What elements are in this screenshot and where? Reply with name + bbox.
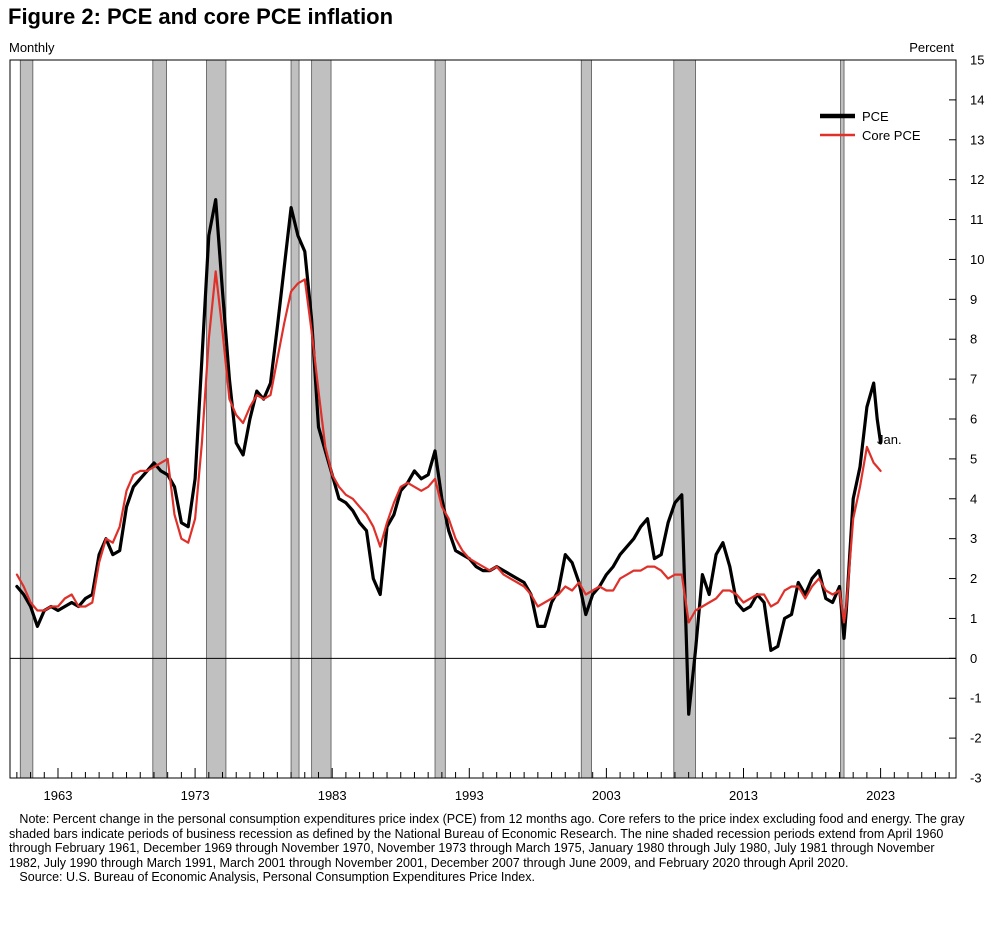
annotations: Jan. [877, 432, 902, 447]
y-tick-label: 8 [970, 332, 977, 347]
y-tick-label: 13 [970, 132, 984, 147]
y-tick-label: -3 [970, 771, 982, 786]
x-tick-label: 1973 [181, 788, 210, 803]
series-lines [15, 198, 883, 716]
recession-band-2 [152, 59, 167, 779]
plot-frame [9, 59, 957, 779]
recession-band-1 [19, 59, 34, 779]
x-tick-label: 1963 [44, 788, 73, 803]
y-tick-label: -1 [970, 691, 982, 706]
core-pce-series-line [15, 270, 882, 624]
x-tick-label: 1983 [318, 788, 347, 803]
source-body: Source: U.S. Bureau of Economic Analysis… [19, 870, 535, 884]
unit-label: Percent [909, 40, 954, 55]
legend-core-pce-label: Core PCE [862, 128, 921, 143]
x-tick-label: 2023 [866, 788, 895, 803]
x-tick-label: 2003 [592, 788, 621, 803]
x-tick-label: 1993 [455, 788, 484, 803]
legend: PCE Core PCE [820, 109, 921, 143]
y-tick-label: 12 [970, 172, 984, 187]
recession-band-6 [434, 59, 446, 779]
recession-band-9 [840, 59, 845, 779]
y-tick-label: 5 [970, 451, 977, 466]
pce-series-line [15, 198, 883, 716]
y-tick-label: 2 [970, 571, 977, 586]
x-axis: 1963 1973 1983 1993 2003 2013 2023 [16, 768, 950, 803]
y-tick-label: 0 [970, 651, 977, 666]
y-tick-label: 1 [970, 611, 977, 626]
y-tick-label: 7 [970, 372, 977, 387]
y-tick-label: 6 [970, 412, 977, 427]
y-tick-label: -2 [970, 731, 982, 746]
chart-title: Figure 2: PCE and core PCE inflation [8, 4, 394, 29]
recession-bands [19, 59, 845, 779]
latest-month-annotation: Jan. [877, 432, 902, 447]
x-tick-label: 2013 [729, 788, 758, 803]
y-tick-label: 11 [970, 212, 984, 227]
recession-band-3 [206, 59, 227, 779]
source-text: Source: U.S. Bureau of Economic Analysis… [9, 870, 969, 885]
y-tick-label: 3 [970, 531, 977, 546]
y-tick-label: 10 [970, 252, 984, 267]
legend-pce-label: PCE [862, 109, 889, 124]
note-text: Note: Percent change in the personal con… [9, 812, 969, 870]
y-tick-label: 14 [970, 92, 984, 107]
recession-band-7 [580, 59, 592, 779]
y-tick-label: 4 [970, 491, 977, 506]
plot-border [9, 59, 957, 779]
note-body: Note: Percent change in the personal con… [9, 812, 965, 870]
recession-band-4 [290, 59, 300, 779]
frequency-label: Monthly [9, 40, 55, 55]
y-tick-label: 15 [970, 53, 984, 68]
chart-note: Note: Percent change in the personal con… [9, 812, 969, 885]
y-tick-label: 9 [970, 292, 977, 307]
